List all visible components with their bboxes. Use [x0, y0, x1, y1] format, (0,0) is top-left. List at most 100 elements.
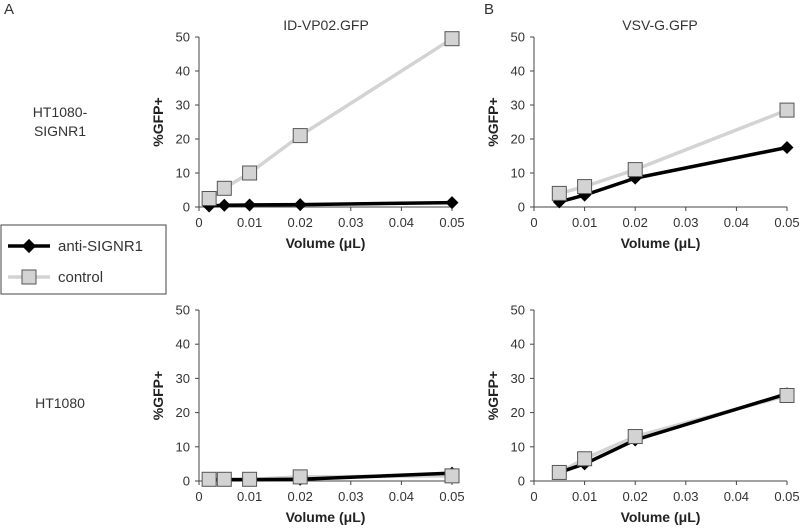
- panel-letter-b: B: [484, 1, 494, 18]
- data-point-control: [444, 31, 460, 47]
- y-tick-label: 30: [176, 98, 190, 113]
- y-tick-label: 40: [176, 337, 190, 352]
- x-tick-label: 0.01: [237, 489, 262, 504]
- y-tick-label: 10: [176, 166, 190, 181]
- y-tick-label: 0: [518, 200, 525, 215]
- y-tick-label: 50: [176, 30, 190, 45]
- y-axis-title: %GFP+: [150, 97, 166, 146]
- y-tick-label: 40: [176, 64, 190, 79]
- legend: anti-SIGNR1 control: [0, 224, 167, 295]
- data-point-control: [242, 471, 258, 487]
- series-lines: [558, 392, 788, 475]
- x-tick-label: 0.02: [623, 215, 648, 230]
- data-point-anti-signr1: [243, 198, 257, 212]
- chart-panel-ht1080-vsv-g: 0 10 20 30 40 50 0 0.01 0.02 0.03 0.04 0.05 Volume (…: [485, 303, 800, 526]
- x-tick-label: 0.05: [774, 215, 799, 230]
- data-point-control: [577, 179, 593, 195]
- series-line-control: [558, 108, 788, 196]
- data-point-control: [627, 429, 643, 445]
- x-tick-label: 0: [195, 489, 202, 504]
- legend-label-control: control: [58, 269, 103, 286]
- series-line-anti-signr1: [558, 145, 788, 204]
- x-tick-label: 0.04: [389, 489, 414, 504]
- y-tick-label: 30: [176, 371, 190, 386]
- x-axis-title: Volume (μL): [621, 235, 701, 251]
- x-tick-label: 0.02: [288, 489, 313, 504]
- chart-panel-ht1080-signr1-vsv-g: 0 10 20 30 40 50 0 0.01 0.02 0.03 0.04 0.05 Volume (…: [485, 30, 800, 252]
- y-axis-title: %GFP+: [485, 371, 501, 420]
- y-tick-label: 0: [183, 474, 190, 489]
- x-tick-label: 0.01: [237, 215, 262, 230]
- x-tick-label: 0.03: [338, 215, 363, 230]
- data-point-control: [292, 469, 308, 485]
- y-tick-label: 50: [511, 30, 525, 45]
- x-tick-label: 0.01: [572, 215, 597, 230]
- series-line-anti-signr1: [558, 392, 788, 475]
- x-tick-label: 0.04: [389, 215, 414, 230]
- series-markers: [551, 387, 795, 480]
- x-tick-label: 0.01: [572, 489, 597, 504]
- x-tick-label: 0.02: [623, 489, 648, 504]
- y-tick-label: 30: [511, 98, 525, 113]
- chart-panel-ht1080-signr1-id-vp02: 0 10 20 30 40 50 0 0.01 0.02 0.03 0.04 0.05 Volume (…: [150, 30, 465, 252]
- data-point-anti-signr1: [445, 196, 459, 210]
- x-tick-label: 0.02: [288, 215, 313, 230]
- x-tick-label: 0: [530, 215, 537, 230]
- y-tick-label: 40: [511, 337, 525, 352]
- y-tick-label: 10: [176, 439, 190, 454]
- y-tick-label: 10: [511, 439, 525, 454]
- data-point-control: [627, 162, 643, 178]
- y-tick-label: 20: [176, 132, 190, 147]
- data-point-anti-signr1: [217, 198, 231, 212]
- y-axis-title: %GFP+: [150, 371, 166, 420]
- series-lines: [558, 108, 788, 204]
- row-label-ht1080: HT1080: [35, 395, 85, 411]
- row-label-ht1080-signr1-line2: SIGNR1: [34, 123, 86, 139]
- panel-letter-a: A: [4, 1, 14, 18]
- series-markers: [201, 31, 460, 213]
- y-tick-label: 0: [518, 474, 525, 489]
- x-tick-label: 0.05: [439, 489, 464, 504]
- series-markers: [551, 102, 795, 209]
- data-point-anti-signr1: [293, 198, 307, 212]
- y-axis-title: %GFP+: [485, 97, 501, 146]
- x-axis-title: Volume (μL): [621, 509, 701, 525]
- x-axis-title: Volume (μL): [286, 509, 366, 525]
- data-point-control: [242, 165, 258, 181]
- x-tick-label: 0: [530, 489, 537, 504]
- data-point-control: [577, 451, 593, 467]
- x-tick-label: 0.05: [774, 489, 799, 504]
- data-point-anti-signr1: [780, 141, 794, 154]
- x-tick-label: 0.03: [338, 489, 363, 504]
- data-point-control: [201, 191, 217, 206]
- y-tick-label: 20: [511, 132, 525, 147]
- x-tick-label: 0: [195, 215, 202, 230]
- y-tick-label: 50: [176, 303, 190, 318]
- data-point-control: [779, 388, 795, 403]
- data-point-control: [551, 185, 567, 201]
- x-tick-label: 0.03: [673, 215, 698, 230]
- y-tick-label: 50: [511, 303, 525, 318]
- legend-marker-control: [21, 269, 37, 285]
- y-tick-label: 40: [511, 64, 525, 79]
- y-tick-label: 30: [511, 371, 525, 386]
- chart-panel-ht1080-id-vp02: 0 10 20 30 40 50 0 0.01 0.02 0.03 0.04 0.05 Volume (…: [150, 303, 465, 526]
- data-point-control: [201, 471, 217, 487]
- data-point-control: [779, 102, 795, 118]
- data-point-control: [216, 471, 232, 487]
- data-point-control: [551, 464, 567, 480]
- x-tick-label: 0.05: [439, 215, 464, 230]
- x-tick-label: 0.03: [673, 489, 698, 504]
- y-tick-label: 0: [183, 200, 190, 215]
- series-markers: [201, 466, 460, 487]
- x-axis-title: Volume (μL): [286, 235, 366, 251]
- legend-label-anti-signr1: anti-SIGNR1: [58, 238, 143, 255]
- data-point-control: [444, 468, 460, 484]
- y-tick-label: 20: [176, 405, 190, 420]
- y-tick-label: 20: [511, 405, 525, 420]
- x-tick-label: 0.04: [724, 489, 749, 504]
- y-tick-label: 10: [511, 166, 525, 181]
- x-tick-label: 0.04: [724, 215, 749, 230]
- series-lines: [208, 37, 453, 208]
